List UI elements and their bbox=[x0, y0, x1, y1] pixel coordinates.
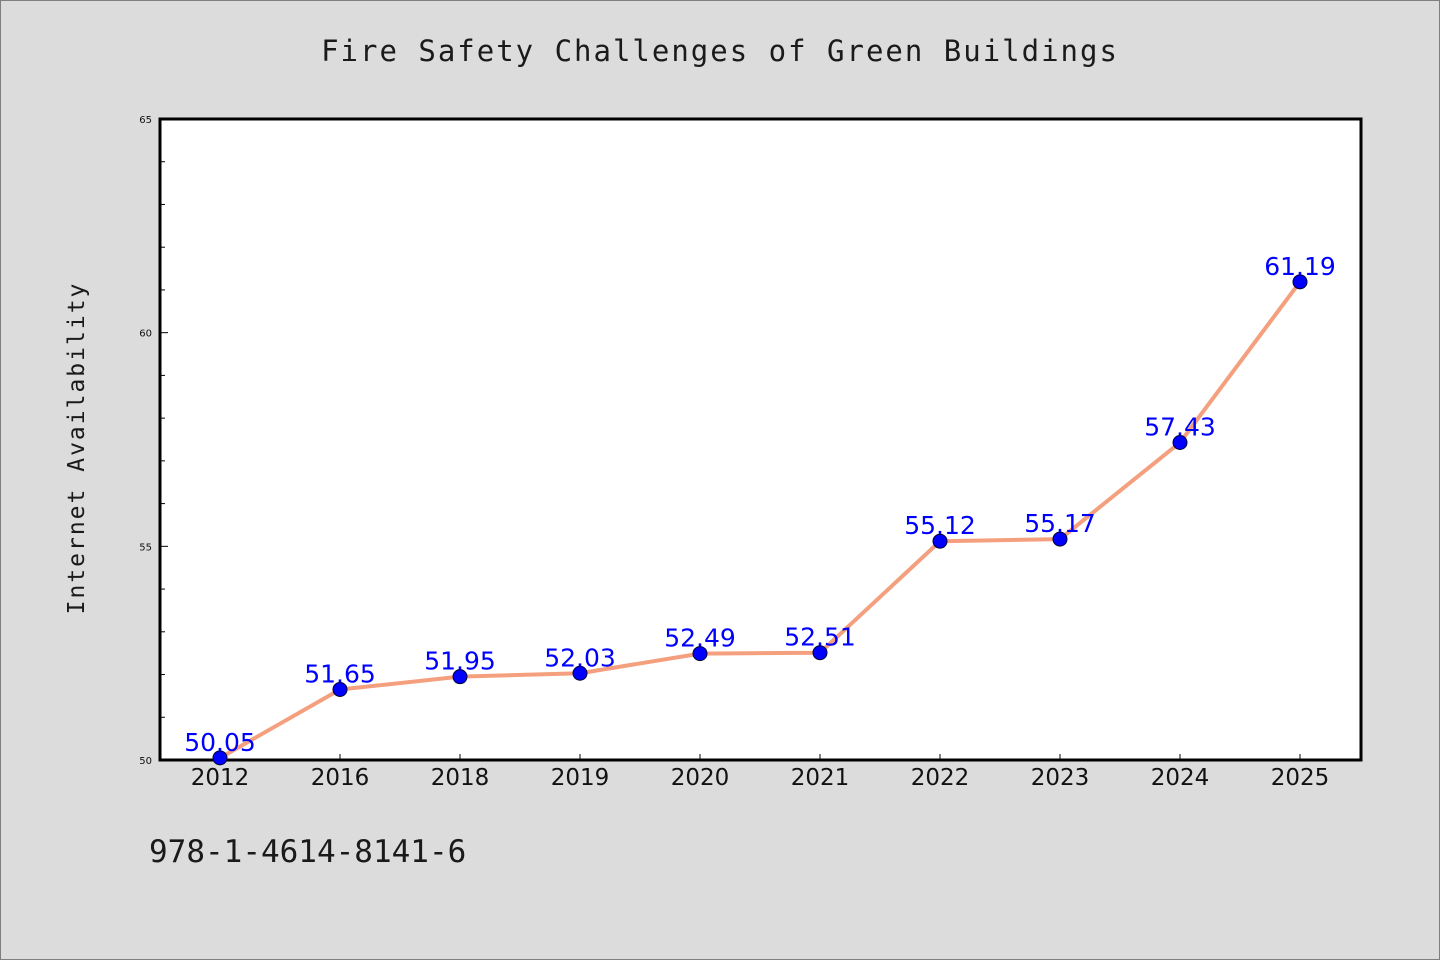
data-label: 55.17 bbox=[1024, 509, 1096, 538]
x-tick-label: 2024 bbox=[1151, 765, 1210, 791]
data-point bbox=[452, 669, 468, 685]
x-tick-label: 2018 bbox=[431, 765, 490, 791]
y-tick-label: 55 bbox=[139, 542, 152, 553]
data-point bbox=[332, 681, 348, 697]
data-label: 52.51 bbox=[784, 623, 856, 652]
series-line bbox=[218, 279, 1302, 760]
data-point bbox=[812, 645, 828, 661]
x-axis: 2012 2016 2018 2019 2020 2021 2022 2023 2024 2025 bbox=[191, 754, 1330, 791]
data-point bbox=[932, 533, 948, 549]
data-point bbox=[1172, 434, 1188, 450]
data-label: 52.49 bbox=[664, 624, 736, 653]
data-point bbox=[1292, 274, 1308, 290]
data-point bbox=[692, 646, 708, 662]
data-point bbox=[572, 665, 588, 681]
data-point bbox=[1052, 531, 1068, 547]
y-tick-label: 50 bbox=[139, 756, 152, 767]
data-point bbox=[212, 750, 228, 766]
data-label: 61.19 bbox=[1264, 252, 1336, 281]
data-label: 51.65 bbox=[304, 659, 376, 688]
data-label: 51.95 bbox=[424, 647, 496, 676]
footnote-isbn: 978-1-4614-8141-6 bbox=[149, 834, 467, 870]
x-tick-label: 2021 bbox=[791, 765, 850, 791]
x-tick-label: 2025 bbox=[1271, 765, 1330, 791]
y-tick-label: 60 bbox=[139, 329, 152, 340]
x-tick-label: 2012 bbox=[191, 765, 250, 791]
data-series: 50.05 51.65 51.95 52.03 52.49 52.51 55.12 55.17… bbox=[184, 252, 1336, 766]
data-label: 57.43 bbox=[1144, 412, 1216, 441]
data-label: 52.03 bbox=[544, 643, 616, 672]
x-tick-label: 2023 bbox=[1031, 765, 1090, 791]
x-tick-label: 2020 bbox=[671, 765, 730, 791]
x-tick-label: 2019 bbox=[551, 765, 610, 791]
data-label: 50.05 bbox=[184, 728, 256, 757]
x-tick-label: 2016 bbox=[311, 765, 370, 791]
y-axis: 50 55 60 65 bbox=[139, 115, 168, 767]
chart-title: Fire Safety Challenges of Green Building… bbox=[321, 34, 1119, 68]
x-tick-label: 2022 bbox=[911, 765, 970, 791]
y-tick-label: 65 bbox=[139, 115, 152, 126]
data-label: 55.12 bbox=[904, 511, 976, 540]
